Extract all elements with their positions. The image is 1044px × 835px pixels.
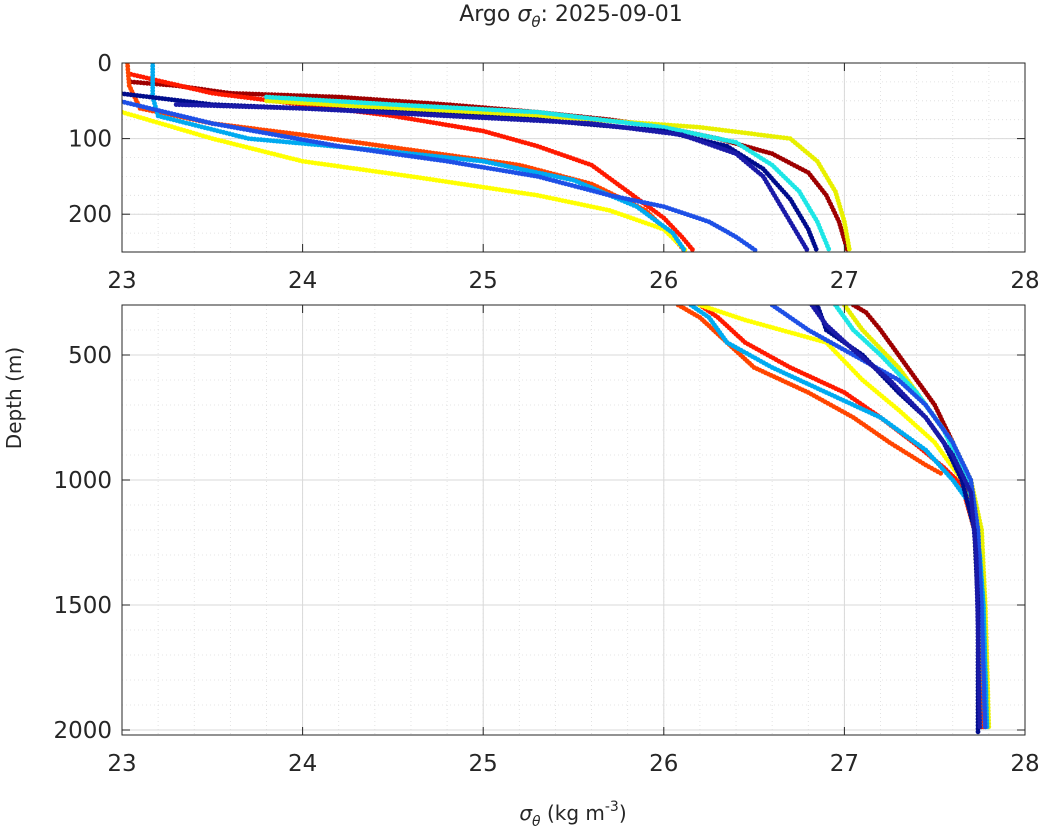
lower-y-tick-label: 500 [68, 343, 112, 369]
lower-x-tick-label: 24 [288, 751, 317, 777]
profile-point [976, 656, 981, 662]
upper-x-tick-label: 28 [1010, 268, 1039, 294]
upper-panel-profiles [116, 63, 852, 252]
chart-title: Argo σθ: 2025-09-01 [459, 2, 683, 31]
upper-x-tick-label: 26 [649, 268, 678, 294]
profile-point [982, 724, 988, 730]
profile-point [804, 247, 810, 252]
x-axis-label: σθ (kg m-3) [519, 799, 626, 830]
profile-point [681, 246, 687, 252]
profile-point [974, 565, 979, 571]
upper-profile-blue [116, 98, 758, 252]
profile-point [752, 247, 758, 252]
lower-profile-orange-red [675, 305, 944, 476]
profile-point [826, 246, 832, 252]
profile-point [116, 91, 121, 96]
profile-point [975, 624, 981, 630]
profile-point [977, 724, 983, 730]
profile-point [690, 247, 695, 252]
upper-profile-navy [173, 102, 810, 252]
profile-point [813, 246, 819, 252]
lower-y-tick-label: 1500 [53, 593, 112, 619]
lower-x-tick-label: 27 [830, 751, 859, 777]
upper-y-tick-label: 100 [68, 127, 112, 153]
lower-x-tick-label: 26 [649, 751, 678, 777]
upper-x-tick-label: 23 [107, 268, 136, 294]
y-axis-label: Depth (m) [2, 347, 26, 449]
lower-y-tick-label: 1000 [53, 468, 112, 494]
lower-plot-area [122, 305, 1025, 735]
profile-point [976, 695, 982, 701]
lower-axes-frame [121, 304, 1026, 736]
lower-x-tick-label: 28 [1010, 751, 1039, 777]
profile-point [975, 611, 981, 617]
profile-point [974, 595, 980, 600]
lower-panel-profiles [675, 305, 992, 735]
upper-panel-ticks: 23 24 25 26 27 28 0 100 200 [68, 51, 1040, 294]
upper-y-tick-label: 200 [68, 202, 112, 228]
upper-x-tick-label: 24 [288, 268, 317, 294]
lower-x-tick-label: 23 [107, 751, 136, 777]
profile-point [975, 729, 981, 735]
lower-panel-ticks: 23 24 25 26 27 28 500 1000 1500 2000 [53, 305, 1040, 777]
profile-point [938, 470, 944, 476]
lower-y-tick-label: 2000 [53, 718, 112, 744]
upper-x-tick-label: 25 [469, 268, 498, 294]
profile-point [846, 246, 852, 252]
upper-x-tick-label: 27 [830, 268, 859, 294]
upper-axes-frame [121, 62, 1026, 253]
upper-profile-cyan [264, 94, 832, 252]
upper-y-tick-label: 0 [97, 51, 112, 77]
lower-profile-navy [809, 305, 983, 730]
profile-point [116, 98, 121, 103]
lower-x-tick-label: 25 [469, 751, 498, 777]
